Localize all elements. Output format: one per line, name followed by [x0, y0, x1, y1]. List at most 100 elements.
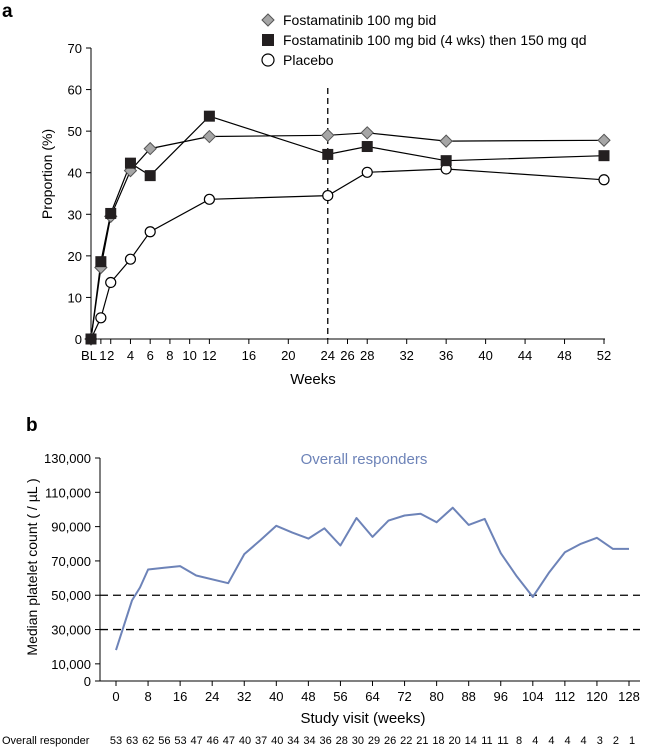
panel-a-x-tick-label: 12 [202, 348, 216, 363]
panel-a-x-tick-label: 2 [107, 348, 114, 363]
panel-a-x-tick-label: 52 [597, 348, 611, 363]
data-point-fostamatinib-bid [143, 141, 157, 156]
data-point-placebo [322, 189, 334, 202]
panel-b-x-tick-label: 96 [494, 689, 508, 704]
series-line-overall-responders [115, 506, 629, 651]
panel-a-x-tick-label: 26 [340, 348, 354, 363]
responder-count: 20 [448, 735, 460, 747]
panel-b-x-tick-label: 16 [173, 689, 187, 704]
legend-label-fostamatinib-qd: Fostamatinib 100 mg bid (4 wks) then 150… [283, 32, 587, 48]
responder-count: 4 [548, 735, 554, 747]
panel-b-y-tick-label: 90,000 [51, 520, 91, 535]
responder-count: 1 [629, 735, 635, 747]
responder-count: 62 [142, 735, 154, 747]
panel-b-y-tick-label: 0 [84, 674, 91, 689]
data-point-fostamatinib-qd [440, 155, 452, 167]
panel-a-y-tick-label: 70 [68, 41, 82, 56]
data-point-fostamatinib-bid [597, 133, 611, 147]
panel-a-x-tick-label: 28 [360, 348, 374, 363]
panel-b-y-tick-label: 30,000 [51, 623, 91, 638]
panel-a-y-tick-label: 10 [68, 290, 82, 305]
panel-a-y-axis-label: Proportion (%) [39, 129, 55, 219]
legend-label-fostamatinib-bid: Fostamatinib 100 mg bid [283, 12, 436, 28]
responder-count: 40 [239, 735, 251, 747]
responder-count: 8 [516, 735, 522, 747]
panel-b-x-tick-label: 40 [269, 689, 283, 704]
responder-count: 3 [597, 735, 603, 747]
panel-b-x-tick-label: 112 [555, 689, 576, 704]
panel-a-x-tick-label: 40 [478, 348, 492, 363]
data-point-fostamatinib-qd [322, 148, 334, 160]
data-point-placebo [598, 174, 610, 186]
panel-b-x-tick-label: 0 [112, 689, 119, 704]
series-line-placebo [90, 168, 605, 340]
panel-a-y-tick-label: 40 [68, 166, 82, 181]
panel-b-x-tick-label: 104 [522, 689, 544, 704]
panel-b-series-label: Overall responders [301, 451, 428, 468]
responder-count: 47 [190, 735, 202, 747]
panel-a-x-tick-label: 48 [557, 348, 571, 363]
responder-count: 14 [465, 735, 477, 747]
responder-count: 11 [481, 735, 492, 747]
responder-count: 30 [352, 735, 364, 747]
panel-b-x-tick-label: 48 [301, 689, 315, 704]
data-point-fostamatinib-bid [321, 128, 335, 143]
panel-a-x-tick-label: 44 [518, 348, 532, 363]
legend-label-placebo: Placebo [283, 52, 334, 68]
responder-count: 4 [532, 735, 538, 747]
panel-a-y-tick-label: 20 [68, 249, 82, 264]
legend-circle-marker [261, 53, 275, 67]
data-point-fostamatinib-qd [361, 141, 373, 153]
panel-b-x-tick-label: 24 [205, 689, 219, 704]
panel-a-label: a [2, 1, 13, 22]
panel-b-x-tick-label: 8 [144, 689, 151, 704]
responder-count: 2 [613, 735, 619, 747]
panel-a-x-tick-label: 6 [147, 348, 154, 363]
responder-count: 40 [271, 735, 283, 747]
data-point-fostamatinib-qd [144, 170, 156, 182]
data-point-fostamatinib-qd [95, 256, 107, 268]
panel-a-x-tick-label: 24 [321, 348, 335, 363]
panel-a-x-tick-label: 10 [182, 348, 196, 363]
panel-b-label: b [26, 415, 38, 436]
panel-a-y-tick-label: 50 [68, 124, 82, 139]
panel-a-x-tick-label: 36 [439, 348, 453, 363]
data-point-fostamatinib-bid [439, 134, 453, 148]
responder-count: 63 [126, 735, 138, 747]
responder-count: 26 [384, 735, 396, 747]
responder-count: 34 [287, 735, 299, 747]
data-point-fostamatinib-bid [202, 129, 217, 144]
data-point-fostamatinib-qd [85, 333, 97, 345]
legend-diamond-marker [261, 13, 275, 27]
panel-b-plot: 010,00030,00050,00070,00090,000110,00013… [44, 451, 640, 747]
panel-a-x-tick-label: 20 [281, 348, 295, 363]
data-point-placebo [95, 312, 107, 324]
panel-b-x-tick-label: 64 [365, 689, 379, 704]
panel-b-y-tick-label: 110,000 [45, 485, 91, 500]
panel-b-x-tick-label: 80 [429, 689, 443, 704]
responder-count: 46 [207, 735, 219, 747]
panel-b-x-tick-label: 128 [618, 689, 640, 704]
panel-a-y-tick-label: 30 [68, 207, 82, 222]
panel-a-x-tick-label: BL [81, 348, 97, 363]
responder-count: 37 [255, 735, 267, 747]
responder-count: 34 [303, 735, 315, 747]
panel-a-y-tick-label: 60 [68, 83, 82, 98]
responder-count: 28 [336, 735, 348, 747]
panel-b-x-axis-label: Study visit (weeks) [300, 710, 425, 727]
panel-b-y-tick-label: 130,000 [44, 451, 91, 466]
responder-count: 21 [416, 735, 428, 747]
data-point-placebo [105, 276, 117, 289]
data-point-fostamatinib-qd [598, 150, 610, 162]
data-point-fostamatinib-qd [105, 207, 117, 219]
responder-row-label: Overall responder [2, 735, 90, 747]
responder-count: 47 [223, 735, 235, 747]
responder-count: 29 [368, 735, 380, 747]
panel-a-x-tick-label: 32 [399, 348, 413, 363]
panel-a-x-axis-label: Weeks [290, 371, 336, 388]
legend-square-marker [262, 34, 274, 46]
responder-count: 4 [564, 735, 570, 747]
responder-count: 4 [581, 735, 587, 747]
